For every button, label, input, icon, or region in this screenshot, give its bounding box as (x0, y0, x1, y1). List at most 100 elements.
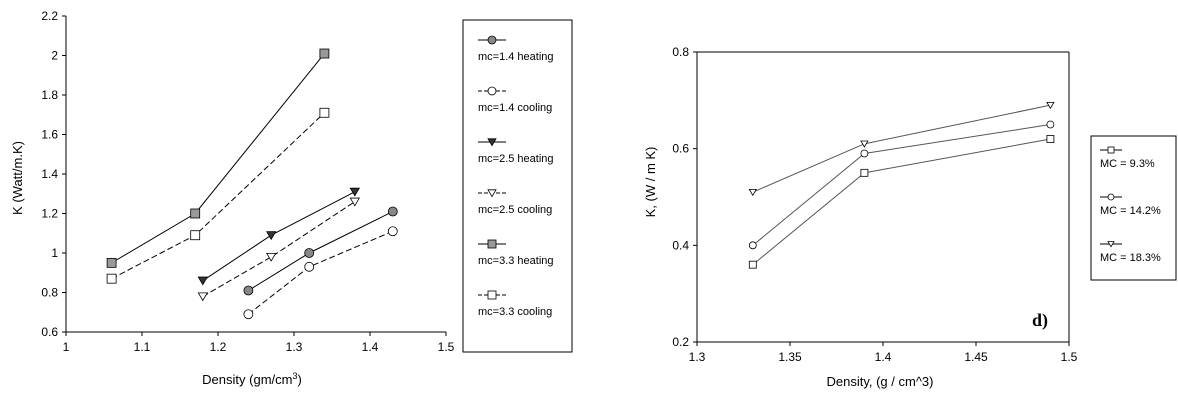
left-series-line (111, 112, 325, 280)
right-series-line (752, 104, 1051, 193)
right-chart: 1.3 1.35 1.4 1.45 1.5 0.2 0.4 0.6 0.8 Density, (… (643, 45, 1177, 389)
right-legend-entry: MC = 14.2% (1100, 193, 1161, 217)
right-data-point (1046, 135, 1055, 143)
right-panel-annotation: d) (1032, 310, 1048, 331)
left-y-tick-label: 2.2 (41, 9, 58, 23)
right-plot-frame (693, 51, 1070, 346)
left-series-line (248, 230, 393, 315)
left-plot-frame (62, 15, 447, 336)
right-y-tick-label: 0.2 (672, 335, 689, 349)
left-data-point (387, 226, 398, 237)
left-y-tick-label: 0.6 (41, 325, 58, 339)
left-data-point (349, 197, 360, 207)
left-series-2 (243, 226, 398, 320)
left-legend-marker (487, 290, 497, 300)
right-data-point (860, 140, 869, 148)
left-data-point (243, 309, 254, 320)
right-legend-label: MC = 14.2% (1100, 205, 1161, 217)
left-data-point (197, 292, 208, 302)
left-data-point (319, 48, 330, 59)
left-series-1 (243, 206, 398, 296)
right-data-point (748, 260, 757, 269)
left-legend: mc=1.4 heating mc=1.4 cooling mc=2.5 heati… (462, 19, 573, 353)
left-data-point (243, 285, 254, 296)
left-data-point (190, 230, 201, 241)
right-series-line (752, 124, 1051, 246)
left-data-point (304, 261, 315, 272)
left-legend-entry: mc=1.4 heating (478, 35, 554, 63)
left-legend-marker (487, 35, 497, 45)
right-data-point (748, 241, 757, 250)
right-legend-label: MC = 18.3% (1100, 252, 1161, 264)
right-data-point (860, 149, 869, 158)
left-series-4 (197, 197, 360, 302)
left-legend-label: mc=3.3 heating (478, 255, 554, 267)
left-data-point (319, 107, 330, 118)
right-data-point (748, 188, 757, 197)
right-x-tick-label: 1.35 (778, 350, 802, 364)
left-data-point (106, 273, 117, 284)
left-series-line (248, 211, 394, 291)
left-x-tick-label: 1.5 (438, 340, 455, 354)
left-series (106, 48, 398, 320)
left-data-point (190, 208, 201, 219)
left-y-tick-label: 0.8 (41, 286, 58, 300)
right-legend-entry: MC = 9.3% (1100, 146, 1155, 170)
left-legend-marker (487, 239, 497, 249)
right-x-tick-label: 1.3 (689, 350, 706, 364)
right-x-tick-label: 1.4 (875, 350, 892, 364)
left-tick-labels: 1 1.1 1.2 1.3 1.4 1.5 0.6 0.8 1 1.2 1.4 1.6 1.8 2 2.2 (41, 9, 454, 354)
left-legend-label: mc=2.5 cooling (478, 204, 552, 216)
left-legend-entry: mc=1.4 cooling (478, 86, 552, 114)
right-legend: MC = 9.3% MC = 14.2% MC = 18.3% (1090, 135, 1177, 281)
left-data-point (349, 187, 360, 197)
left-series-6 (106, 107, 330, 284)
left-legend-entry: mc=2.5 cooling (478, 189, 552, 216)
left-y-tick-label: 1.8 (41, 88, 58, 102)
right-x-tick-label: 1.5 (1061, 350, 1078, 364)
right-y-tick-label: 0.4 (672, 238, 689, 252)
right-legend-box (1090, 135, 1177, 281)
left-data-point (266, 252, 277, 262)
left-legend-marker (487, 86, 497, 96)
left-x-axis-label: Density (gm/cm3) (202, 371, 302, 387)
left-y-tick-label: 1.6 (41, 128, 58, 142)
left-data-point (387, 206, 398, 217)
left-y-tick-label: 1.2 (41, 207, 58, 221)
right-legend-label: MC = 9.3% (1100, 158, 1155, 170)
left-data-point (197, 276, 208, 286)
left-data-point (106, 257, 117, 268)
right-data-point (860, 168, 869, 177)
right-series-3 (748, 101, 1055, 197)
left-series-5 (106, 48, 330, 268)
left-data-point (304, 248, 315, 258)
right-series-line (752, 138, 1051, 266)
right-legend-marker (1107, 146, 1115, 154)
right-series-1 (748, 135, 1055, 269)
left-series-3 (197, 187, 360, 286)
right-legend-marker (1107, 241, 1115, 248)
left-series-line (202, 201, 356, 297)
left-y-axis-label: K (Watt/m.K) (10, 141, 25, 215)
right-series (748, 101, 1055, 269)
left-y-tick-label: 1.4 (41, 167, 58, 181)
left-legend-label: mc=3.3 cooling (478, 306, 552, 318)
left-x-tick-label: 1.4 (362, 340, 379, 354)
left-legend-label: mc=1.4 cooling (478, 102, 552, 114)
left-x-tick-label: 1.1 (134, 340, 151, 354)
left-legend-entry: mc=3.3 cooling (478, 290, 552, 318)
left-y-tick-label: 1 (51, 246, 58, 260)
left-legend-label: mc=1.4 heating (478, 51, 554, 63)
right-series-2 (748, 120, 1055, 250)
right-x-axis-label: Density, (g / cm^3) (827, 374, 934, 389)
right-legend-entry: MC = 18.3% (1100, 241, 1161, 264)
left-series-line (111, 53, 325, 264)
right-y-axis-label: K, (W / m K) (643, 147, 658, 218)
left-data-point (266, 231, 277, 241)
right-data-point (1046, 101, 1055, 110)
left-series-line (202, 191, 356, 282)
right-legend-marker (1107, 193, 1115, 201)
left-y-tick-label: 2 (51, 49, 58, 63)
left-legend-entry: mc=3.3 heating (478, 239, 554, 267)
